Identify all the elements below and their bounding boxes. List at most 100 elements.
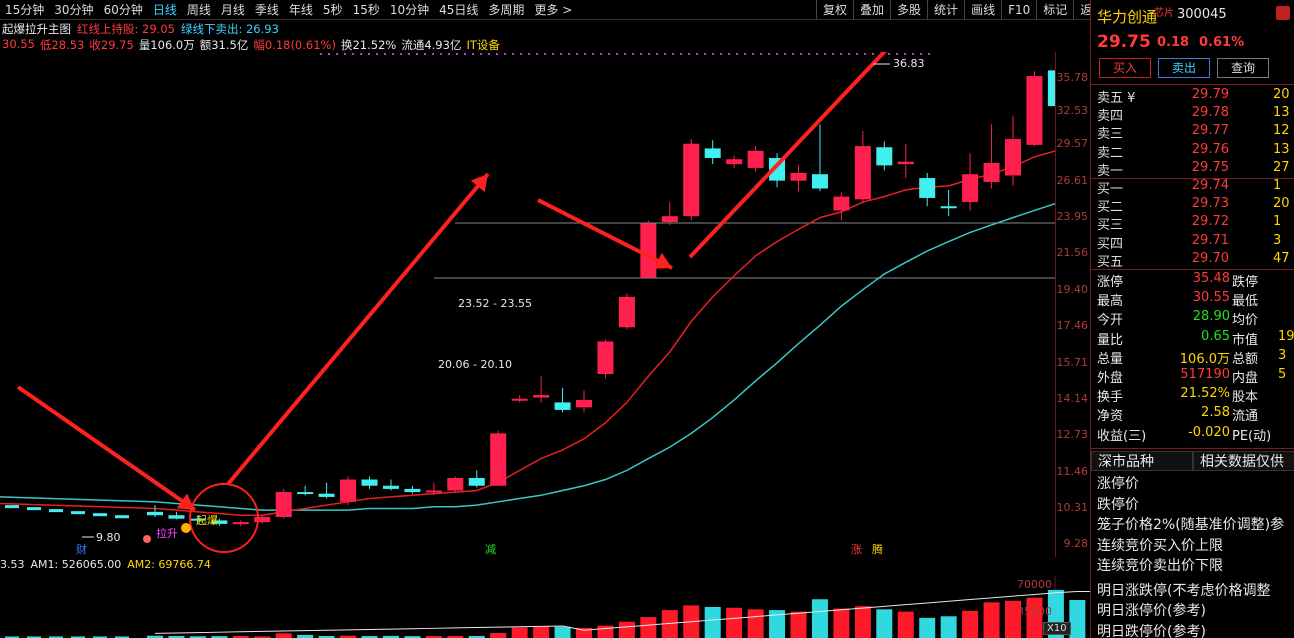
- volume-bar: [27, 636, 41, 638]
- candle: [962, 153, 979, 211]
- period-tab[interactable]: 日线: [152, 2, 177, 17]
- period-tab[interactable]: 45日线: [439, 2, 479, 17]
- stat-value: 30.55: [1192, 290, 1230, 306]
- period-tab[interactable]: 60分钟: [103, 2, 143, 17]
- candle-body: [318, 493, 335, 497]
- stat-label: 总额: [1232, 351, 1259, 367]
- toolbar-action-button[interactable]: F10: [1001, 0, 1036, 20]
- order-volume: 1: [1273, 214, 1282, 230]
- volume-scale-badge[interactable]: X10: [1043, 622, 1071, 635]
- toolbar-action-button[interactable]: 叠加: [853, 0, 890, 20]
- period-tab[interactable]: 15分钟: [5, 2, 45, 17]
- volume-bar: [554, 626, 571, 638]
- volume-bar: [811, 599, 828, 638]
- period-tab[interactable]: 更多 >: [534, 2, 573, 17]
- stat-label: 股本: [1232, 390, 1259, 406]
- stat-value: 35.48: [1192, 271, 1230, 286]
- volume-bar: [1069, 600, 1086, 638]
- toolbar-action-button[interactable]: 统计: [927, 0, 964, 20]
- volume-bar: [704, 607, 721, 638]
- period-tab[interactable]: 月线: [220, 2, 245, 17]
- indicator-title[interactable]: 起爆拉升主图: [2, 22, 71, 36]
- order-price: 29.75: [1191, 159, 1229, 175]
- candlestick-chart[interactable]: 36.83 9.80 23.52 - 23.55 20.06 - 20.10 拉升 起爆财…: [0, 52, 1055, 557]
- order-volume: 3: [1273, 232, 1282, 248]
- candle-body: [726, 159, 743, 165]
- panel-tab[interactable]: 相关数据仅供: [1193, 451, 1294, 471]
- candle-body: [404, 488, 421, 493]
- volume-chart[interactable]: 70000 35000: [0, 576, 1090, 638]
- candle: [1047, 70, 1055, 107]
- volume-bar: [297, 634, 314, 638]
- query-button[interactable]: 查询: [1217, 58, 1269, 78]
- period-tab[interactable]: 季线: [254, 2, 279, 17]
- candle-body: [382, 485, 399, 489]
- panel-tab[interactable]: 深市品种: [1091, 451, 1193, 471]
- volume-bar: [49, 636, 63, 638]
- order-price: 29.72: [1191, 214, 1229, 230]
- toolbar-action-button[interactable]: 多股: [890, 0, 927, 20]
- order-volume: 1: [1273, 178, 1282, 193]
- volume-bar: [876, 609, 893, 638]
- candle: [790, 165, 807, 192]
- volume-current: 3.53: [0, 558, 25, 571]
- candle-body: [71, 511, 85, 515]
- period-tab[interactable]: 多周期: [488, 2, 525, 17]
- order-label: 买四: [1097, 236, 1124, 252]
- order-volume: 13: [1273, 141, 1290, 157]
- order-label: 买三: [1097, 218, 1124, 234]
- arrow-up-second: [688, 52, 887, 259]
- volume-bar: [1026, 597, 1043, 638]
- candle-body: [168, 515, 185, 519]
- candle-body: [468, 477, 485, 486]
- volume-bar: [511, 627, 528, 638]
- order-label: 买二: [1097, 200, 1124, 216]
- period-tab[interactable]: 30分钟: [54, 2, 94, 17]
- order-label: 买一: [1097, 182, 1124, 197]
- sell-button[interactable]: 卖出: [1158, 58, 1210, 78]
- period-tab[interactable]: 15秒: [352, 2, 380, 17]
- volume-bar: [5, 636, 19, 638]
- period-tab[interactable]: 周线: [186, 2, 211, 17]
- candle-body: [661, 216, 678, 222]
- candle-body: [683, 143, 700, 217]
- period-toolbar: 15分钟 30分钟 60分钟 日线 周线 月线 季线 年线 5秒 15秒 10分钟 45日线 多周期 更多…: [0, 0, 1090, 20]
- stat-value: 21.52%: [1180, 386, 1230, 402]
- candle: [554, 387, 571, 413]
- stat-value: 5: [1278, 367, 1287, 382]
- candle: [811, 124, 828, 192]
- price-note: 跌停价: [1097, 496, 1139, 513]
- arrow-up-main-shaft: [226, 172, 490, 486]
- order-volume: 47: [1273, 250, 1290, 266]
- toolbar-action-button[interactable]: 画线: [964, 0, 1001, 20]
- order-label: 卖一: [1097, 163, 1124, 179]
- stat-label: 跌停: [1232, 275, 1259, 290]
- buy-button[interactable]: 买入: [1099, 58, 1151, 78]
- quote-panel: 华力创通 芯片 300045 29.75 0.18 0.61% 买入 卖出 查询…: [1090, 0, 1294, 638]
- candle: [726, 155, 743, 168]
- candle-body: [919, 178, 936, 198]
- candle: [983, 124, 1000, 189]
- candle: [232, 520, 249, 527]
- candle: [404, 485, 421, 494]
- toolbar-action-button[interactable]: 复权: [816, 0, 853, 20]
- order-price: 29.79: [1191, 87, 1229, 102]
- arrow-down-left-shaft: [16, 385, 197, 512]
- toolbar-action-button[interactable]: 标记: [1036, 0, 1073, 20]
- candle-body: [897, 161, 914, 165]
- qibao-label: 起爆: [196, 513, 218, 527]
- candle: [447, 476, 464, 493]
- volume-bar: [232, 636, 249, 638]
- candle: [1005, 115, 1021, 186]
- period-tab[interactable]: 10分钟: [389, 2, 430, 17]
- quote-info-item: 额31.5亿: [199, 38, 249, 52]
- period-tab[interactable]: 年线: [288, 2, 313, 17]
- close-icon[interactable]: [1276, 6, 1290, 20]
- price-note: 明日跌停价(参考): [1097, 623, 1206, 638]
- candle-body: [115, 515, 129, 519]
- order-label: 买五: [1097, 254, 1124, 270]
- volume-bar: [576, 627, 592, 638]
- period-tab[interactable]: 5秒: [322, 2, 343, 17]
- candle: [940, 189, 957, 217]
- volume-bar: [983, 602, 1000, 638]
